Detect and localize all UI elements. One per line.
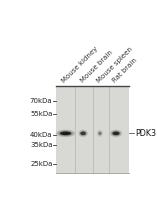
Ellipse shape <box>114 132 118 135</box>
Text: Mouse kidney: Mouse kidney <box>61 46 99 84</box>
Ellipse shape <box>98 132 102 135</box>
Ellipse shape <box>78 129 88 137</box>
Ellipse shape <box>113 131 119 135</box>
Ellipse shape <box>78 130 88 137</box>
Ellipse shape <box>109 129 123 137</box>
Text: PDK3: PDK3 <box>135 129 156 138</box>
Ellipse shape <box>99 132 101 135</box>
Ellipse shape <box>79 130 87 136</box>
Text: Mouse brain: Mouse brain <box>79 50 114 84</box>
Ellipse shape <box>111 131 121 136</box>
Ellipse shape <box>110 130 122 137</box>
Text: 40kDa: 40kDa <box>30 132 52 138</box>
Ellipse shape <box>81 131 86 135</box>
Ellipse shape <box>80 131 86 136</box>
Ellipse shape <box>82 132 85 135</box>
Ellipse shape <box>56 130 75 137</box>
Ellipse shape <box>112 132 120 135</box>
Ellipse shape <box>80 132 86 135</box>
Text: 70kDa: 70kDa <box>30 98 52 104</box>
Ellipse shape <box>55 129 76 137</box>
Ellipse shape <box>113 132 119 135</box>
Ellipse shape <box>79 131 87 136</box>
Ellipse shape <box>81 132 85 135</box>
Text: 35kDa: 35kDa <box>30 142 52 148</box>
Ellipse shape <box>60 132 71 135</box>
Ellipse shape <box>112 131 120 136</box>
Ellipse shape <box>62 132 70 135</box>
Text: 55kDa: 55kDa <box>30 111 52 117</box>
Ellipse shape <box>60 131 71 135</box>
Ellipse shape <box>58 131 73 136</box>
Ellipse shape <box>62 132 69 135</box>
Ellipse shape <box>57 130 74 136</box>
Ellipse shape <box>111 130 121 136</box>
Ellipse shape <box>60 131 72 136</box>
Text: Mouse spleen: Mouse spleen <box>96 46 134 84</box>
FancyBboxPatch shape <box>56 86 129 173</box>
Text: 25kDa: 25kDa <box>30 161 52 167</box>
Text: Rat brain: Rat brain <box>112 57 138 84</box>
Ellipse shape <box>99 132 101 135</box>
